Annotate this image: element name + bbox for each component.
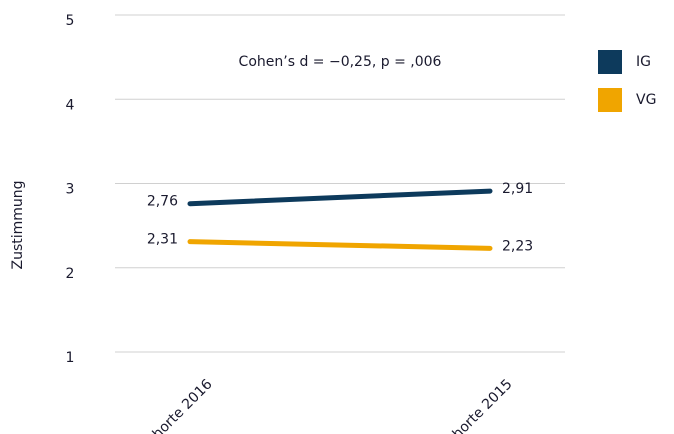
y-tick-label: 3 <box>66 182 75 198</box>
data-label: 2,23 <box>502 238 533 254</box>
legend-label: VG <box>636 92 656 108</box>
x-tick-label: Kohorte 2016 <box>138 376 216 434</box>
x-tick-label: Kohorte 2015 <box>438 376 516 434</box>
legend-swatch <box>598 88 622 112</box>
legend-swatch <box>598 50 622 74</box>
line <box>187 188 493 207</box>
y-tick-label: 4 <box>66 97 75 113</box>
annotation: Cohen’s d = −0,25, p = ,006 <box>239 54 442 70</box>
y-tick-label: 1 <box>66 350 75 366</box>
y-axis-label: Zustimmung <box>10 180 26 269</box>
line <box>187 239 493 251</box>
data-label: 2,31 <box>147 232 178 248</box>
data-label: 2,76 <box>147 194 178 210</box>
legend-label: IG <box>636 54 651 70</box>
y-tick-label: 5 <box>66 13 75 29</box>
y-tick-label: 2 <box>66 266 75 282</box>
data-label: 2,91 <box>502 181 533 197</box>
